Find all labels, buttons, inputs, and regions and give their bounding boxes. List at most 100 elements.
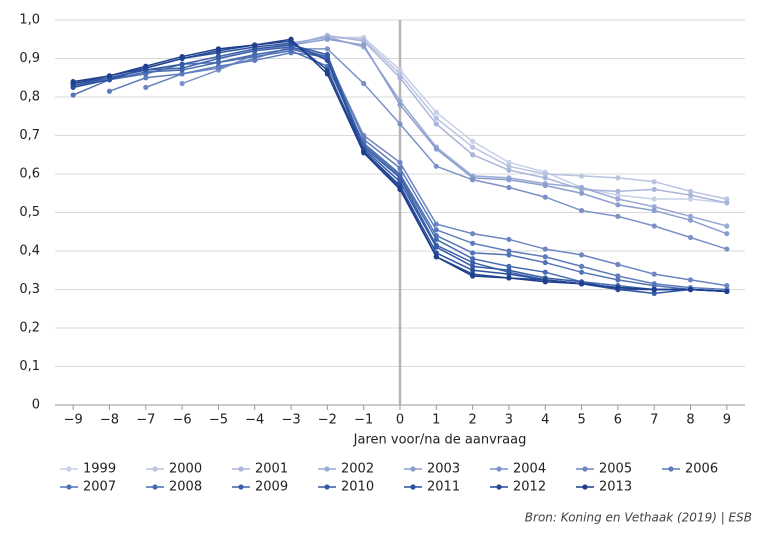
- x-tick-label: −9: [64, 413, 83, 428]
- legend-marker: [238, 466, 244, 472]
- data-point: [470, 263, 476, 269]
- legend-marker: [668, 466, 674, 472]
- data-point: [615, 273, 621, 279]
- data-point: [615, 192, 621, 198]
- series-line: [109, 51, 727, 291]
- data-point: [179, 65, 185, 71]
- x-tick-label: 4: [541, 413, 549, 428]
- data-point: [724, 231, 730, 237]
- data-point: [724, 223, 730, 229]
- data-point: [615, 188, 621, 194]
- legend-label: 2007: [83, 480, 116, 495]
- data-point: [542, 175, 548, 181]
- data-point: [397, 179, 403, 185]
- legend-marker: [238, 484, 244, 490]
- data-point: [324, 52, 330, 58]
- data-point: [651, 290, 657, 296]
- series-line: [254, 36, 728, 227]
- data-point: [506, 184, 512, 191]
- data-point: [179, 80, 185, 87]
- data-point: [179, 61, 185, 67]
- data-point: [687, 188, 694, 194]
- x-tick-label: −6: [173, 413, 192, 428]
- data-point: [615, 261, 621, 268]
- data-point: [615, 284, 621, 291]
- legend-label: 2008: [169, 480, 202, 495]
- data-point: [578, 173, 585, 179]
- data-point: [397, 75, 403, 81]
- data-point: [252, 52, 258, 58]
- data-point: [724, 196, 730, 202]
- x-tick-label: −4: [245, 413, 264, 428]
- legend-label: 2011: [427, 480, 460, 495]
- data-point: [397, 71, 403, 77]
- data-point: [288, 36, 294, 42]
- data-point: [470, 231, 476, 237]
- data-point: [106, 73, 113, 79]
- legend-marker: [324, 466, 330, 472]
- y-tick-label: 0,3: [19, 282, 40, 297]
- data-point: [215, 63, 222, 69]
- data-point: [433, 109, 439, 115]
- data-point: [615, 277, 621, 283]
- data-point: [542, 269, 548, 275]
- data-point: [70, 84, 76, 90]
- y-tick-label: 0,2: [19, 321, 40, 336]
- data-point: [542, 194, 548, 200]
- legend-marker: [496, 466, 502, 472]
- data-point: [687, 277, 694, 283]
- legend-marker: [152, 484, 158, 490]
- data-point: [578, 252, 585, 258]
- data-point: [324, 46, 330, 52]
- series-line: [218, 38, 728, 235]
- data-point: [361, 42, 367, 48]
- x-tick-label: 9: [723, 413, 731, 428]
- data-point: [106, 77, 113, 83]
- data-point: [506, 248, 512, 254]
- data-point: [143, 75, 149, 81]
- data-point: [470, 273, 476, 279]
- data-point: [615, 196, 621, 202]
- data-point: [506, 163, 512, 169]
- x-tick-label: −3: [281, 413, 300, 428]
- data-point: [615, 175, 621, 181]
- data-point: [724, 246, 730, 252]
- data-point: [506, 167, 512, 173]
- data-point: [433, 146, 439, 152]
- data-point: [361, 38, 367, 44]
- legend-marker: [66, 466, 72, 472]
- data-point: [470, 177, 476, 183]
- data-point: [724, 283, 730, 289]
- x-tick-label: 3: [505, 413, 513, 428]
- legend-label: 2003: [427, 462, 460, 477]
- x-tick-label: −8: [100, 413, 119, 428]
- data-point: [542, 171, 548, 177]
- y-tick-label: 0,6: [19, 167, 40, 182]
- data-point: [578, 184, 585, 191]
- data-point: [397, 67, 403, 73]
- y-tick-label: 0,1: [19, 359, 40, 374]
- legend-marker: [582, 466, 588, 472]
- data-point: [397, 165, 403, 171]
- data-point: [397, 159, 403, 166]
- data-point: [70, 92, 76, 98]
- legend-marker: [410, 466, 416, 472]
- data-point: [615, 213, 621, 219]
- legend-label: 2001: [255, 462, 288, 477]
- data-point: [324, 67, 330, 73]
- data-point: [542, 279, 548, 285]
- data-point: [106, 88, 113, 94]
- data-point: [506, 236, 512, 243]
- data-point: [651, 286, 657, 293]
- data-point: [470, 267, 476, 273]
- data-point: [651, 179, 657, 185]
- x-tick-label: −2: [318, 413, 337, 428]
- x-tick-label: −7: [136, 413, 155, 428]
- data-point: [433, 221, 439, 227]
- legend-label: 2006: [685, 462, 718, 477]
- legend-label: 2000: [169, 462, 202, 477]
- data-point: [470, 144, 476, 150]
- data-point: [143, 84, 149, 90]
- data-point: [615, 202, 621, 208]
